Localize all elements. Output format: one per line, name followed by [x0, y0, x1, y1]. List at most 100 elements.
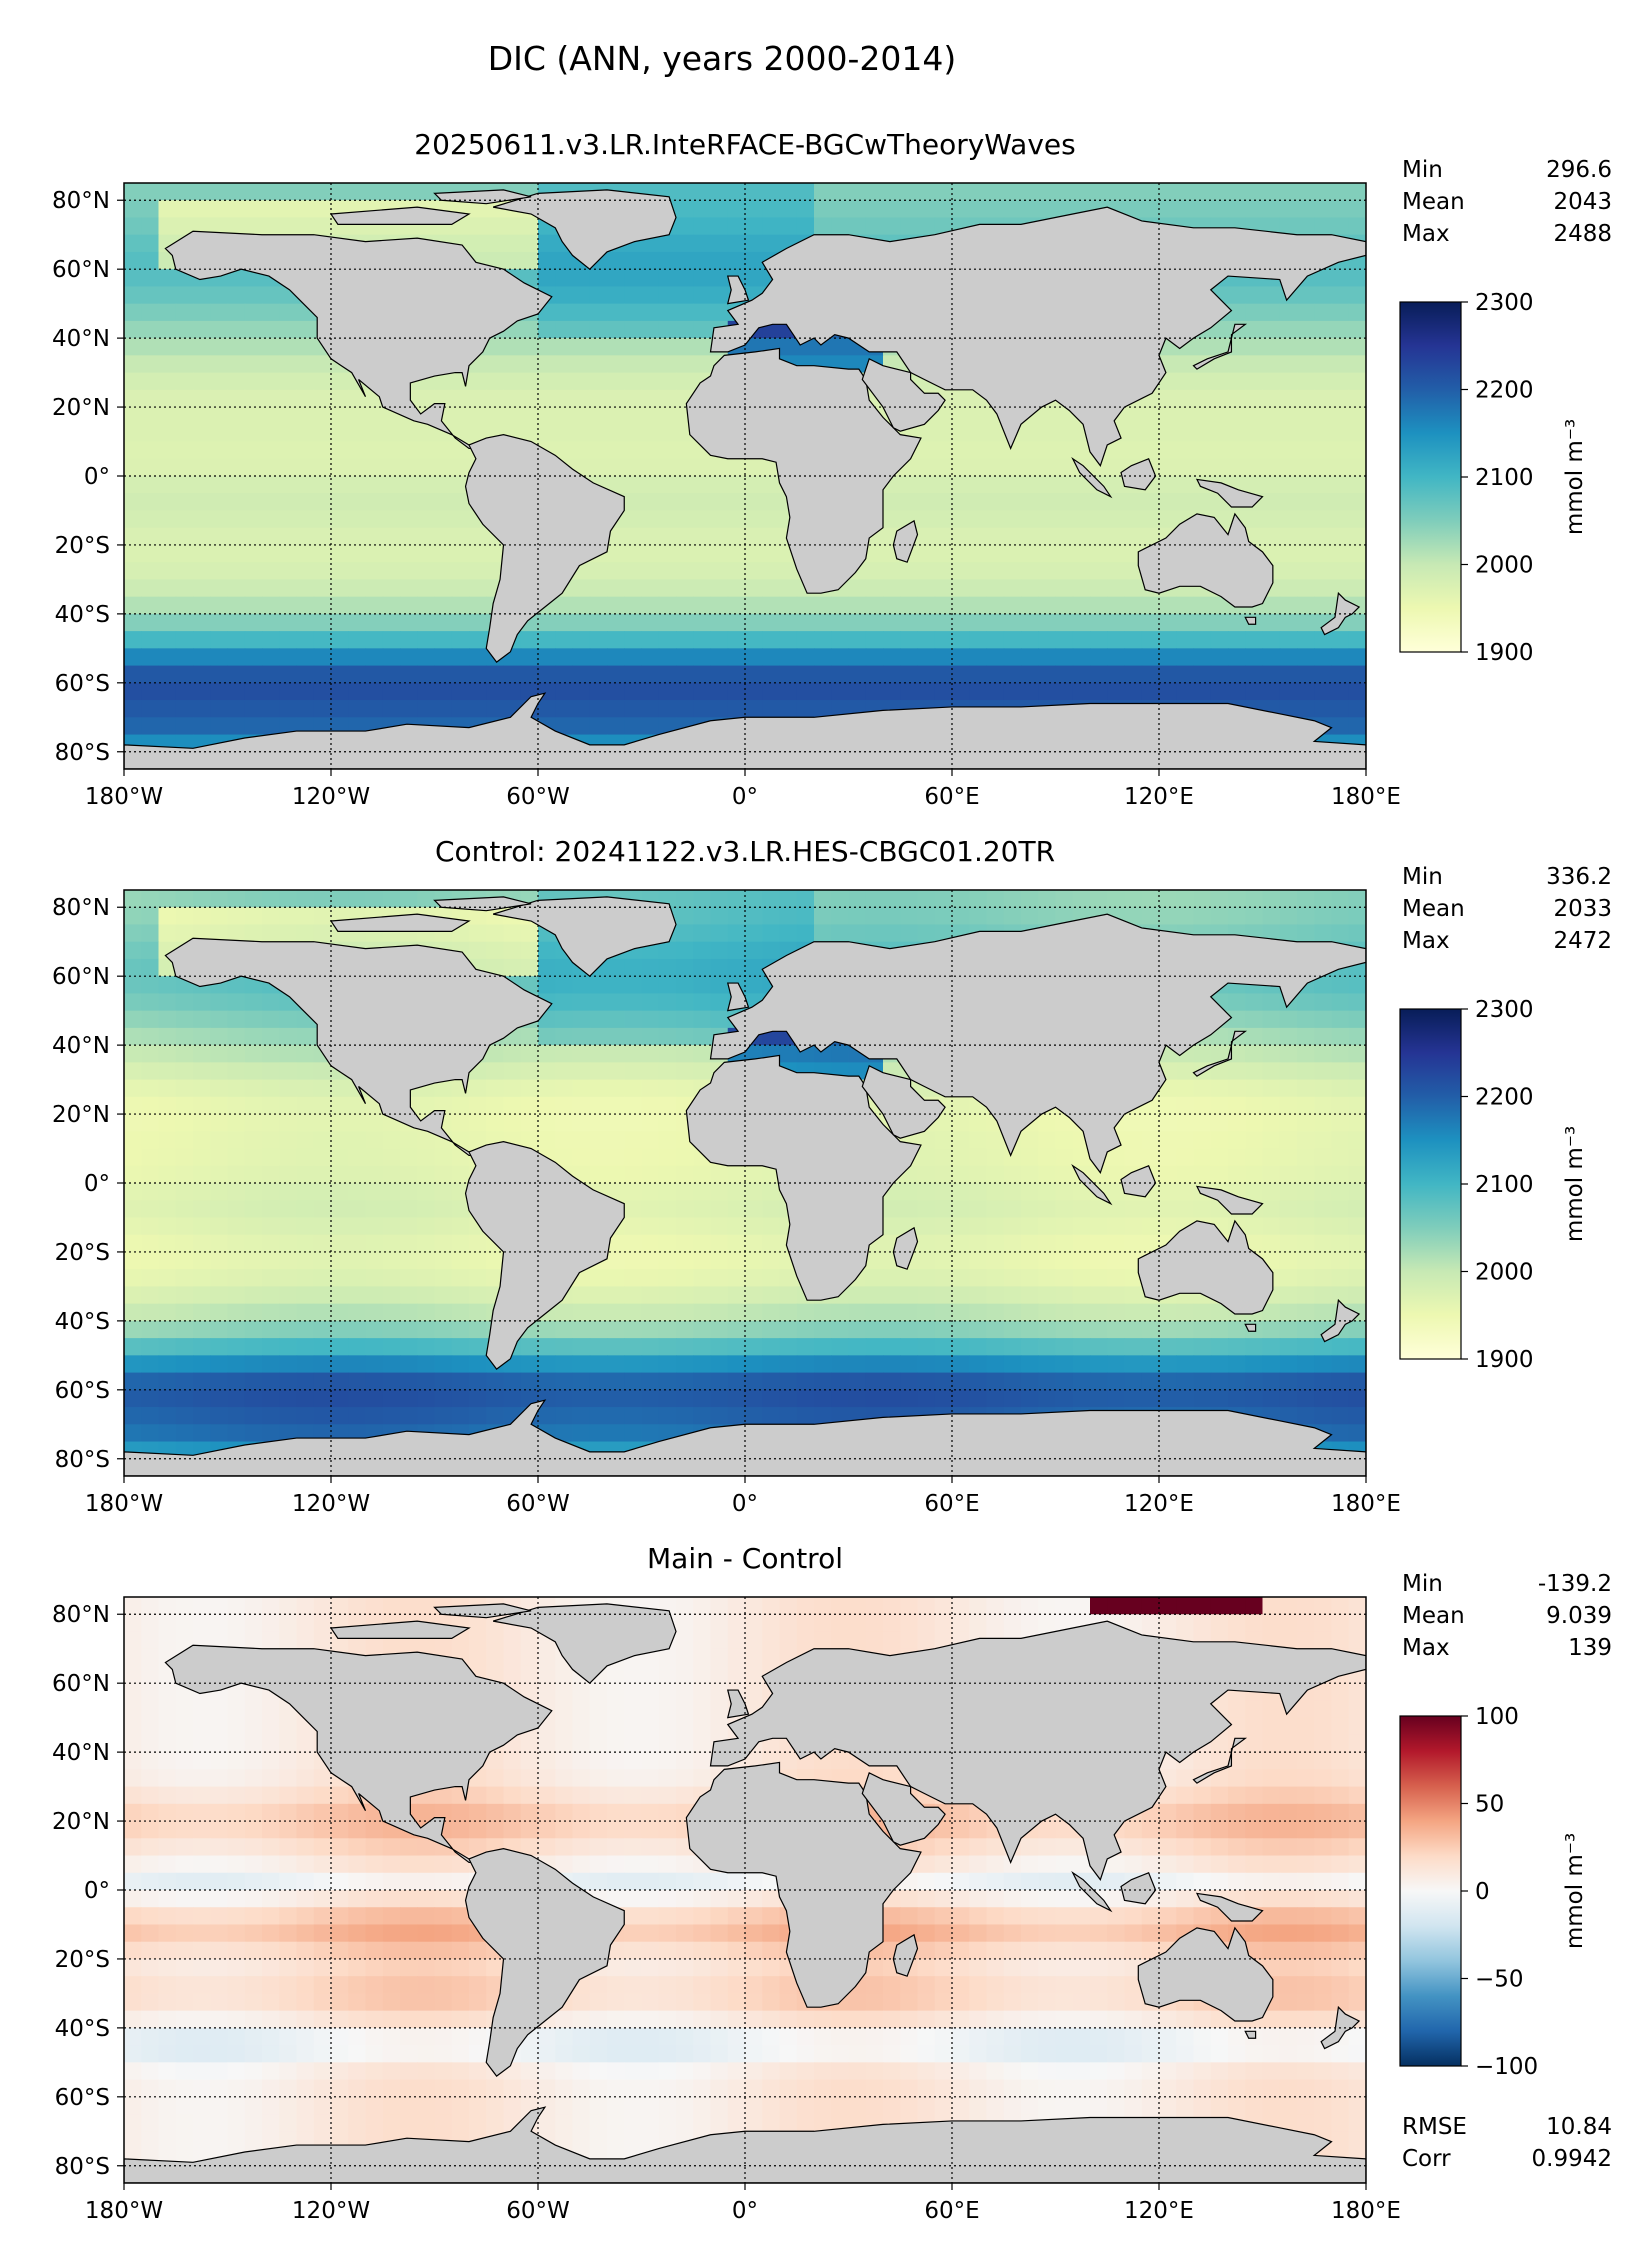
field-cell — [348, 648, 367, 667]
field-cell — [1210, 1096, 1229, 1115]
field-cell — [313, 648, 332, 667]
field-cell — [400, 1183, 418, 1201]
field-cell — [141, 217, 160, 236]
field-cell — [313, 1148, 332, 1167]
field-cell — [1210, 320, 1229, 339]
field-cell — [158, 544, 177, 563]
field-cell — [710, 200, 729, 219]
field-cell — [900, 217, 919, 236]
field-cell — [1055, 458, 1074, 477]
field-cell — [1193, 441, 1212, 460]
field-cell — [1279, 510, 1298, 529]
field-cell — [520, 1372, 539, 1391]
field-cell — [814, 1338, 832, 1356]
field-cell — [1245, 320, 1264, 339]
field-cell — [296, 1045, 315, 1063]
field-cell — [1262, 389, 1281, 408]
field-cell — [555, 1027, 574, 1046]
field-cell — [503, 958, 522, 977]
field-cell — [1331, 441, 1350, 460]
field-cell — [175, 993, 194, 1012]
field-cell — [141, 1027, 160, 1046]
field-cell — [900, 476, 919, 494]
panel-title: 20250611.v3.LR.InteRFACE-BGCwTheoryWaves — [414, 128, 1075, 161]
field-cell — [175, 1010, 194, 1029]
field-cell — [917, 1165, 936, 1184]
field-cell — [831, 924, 850, 943]
field-cell — [986, 1389, 1005, 1408]
field-cell — [400, 476, 418, 494]
field-cell — [1331, 1062, 1350, 1081]
field-cell — [141, 251, 160, 270]
field-cell — [313, 890, 332, 908]
field-cell — [382, 544, 401, 563]
field-cell — [1021, 1320, 1039, 1339]
field-cell — [969, 1148, 988, 1167]
field-cell — [1210, 200, 1229, 219]
field-cell — [1314, 1338, 1333, 1356]
field-cell — [727, 1320, 746, 1339]
field-cell — [1003, 1338, 1022, 1356]
field-cell — [1090, 890, 1108, 908]
field-cell — [193, 527, 211, 546]
field-cell — [451, 648, 470, 667]
field-cell — [279, 562, 298, 581]
field-cell — [262, 682, 280, 701]
field-cell — [1021, 1251, 1039, 1270]
field-cell — [865, 217, 884, 236]
field-cell — [1297, 1010, 1315, 1029]
field-cell — [1314, 700, 1333, 718]
field-cell — [710, 1200, 729, 1219]
field-cell — [555, 1303, 574, 1322]
field-cell — [141, 527, 160, 546]
field-cell — [313, 389, 332, 408]
field-cell — [1245, 372, 1264, 391]
field-cell — [382, 441, 401, 460]
field-cell — [141, 1303, 160, 1322]
field-cell — [934, 527, 953, 546]
field-cell — [641, 269, 660, 288]
field-cell — [1348, 1062, 1366, 1081]
field-cell — [693, 217, 712, 236]
field-cell — [469, 941, 487, 960]
field-cell — [538, 648, 556, 667]
field-cell — [210, 1320, 229, 1339]
field-cell — [141, 424, 160, 443]
field-cell — [1314, 682, 1333, 701]
field-cell — [141, 682, 160, 701]
field-cell — [589, 700, 608, 718]
field-cell — [1348, 441, 1366, 460]
field-cell — [917, 924, 936, 943]
field-cell — [641, 976, 660, 995]
field-cell — [1348, 407, 1366, 425]
field-cell — [193, 1114, 211, 1132]
field-cell — [917, 890, 936, 908]
field-cell — [210, 1286, 229, 1305]
field-cell — [572, 1389, 591, 1408]
field-cell — [193, 1424, 211, 1443]
field-cell — [1348, 1131, 1366, 1150]
field-cell — [952, 1286, 970, 1305]
field-cell — [658, 1183, 677, 1201]
field-cell — [1090, 1234, 1108, 1253]
field-cell — [279, 476, 298, 494]
field-cell — [279, 665, 298, 684]
field-cell — [1021, 527, 1039, 546]
field-cell — [969, 1355, 988, 1374]
field-cell — [676, 631, 694, 649]
field-cell — [1193, 596, 1212, 615]
field-cell — [210, 1045, 229, 1063]
field-cell — [365, 1355, 384, 1374]
field-cell — [589, 1320, 608, 1339]
field-cell — [796, 631, 815, 649]
field-cell — [124, 941, 142, 960]
field-cell — [1314, 217, 1333, 236]
field-cell — [158, 924, 177, 943]
field-cell — [210, 389, 229, 408]
field-cell — [503, 1096, 522, 1115]
field-cell — [1021, 631, 1039, 649]
field-cell — [555, 958, 574, 977]
field-cell — [1159, 1338, 1177, 1356]
field-cell — [589, 1286, 608, 1305]
field-cell — [1348, 1286, 1366, 1305]
